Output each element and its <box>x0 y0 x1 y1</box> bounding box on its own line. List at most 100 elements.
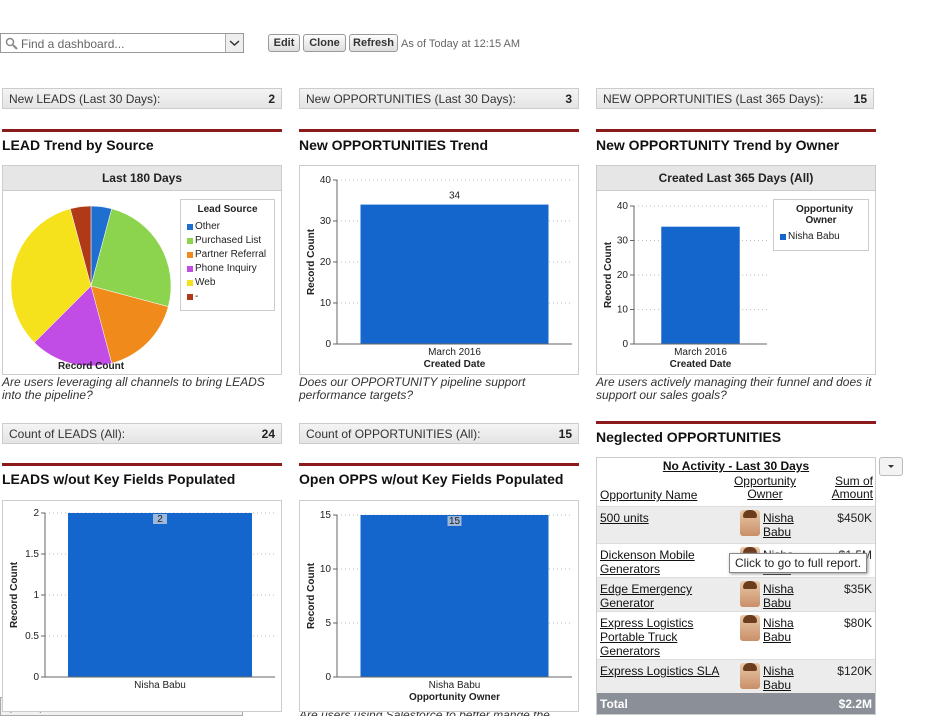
metric: Count of LEADS (All): 24 <box>2 423 282 444</box>
opportunity-link[interactable]: Express Logistics SLA <box>600 664 720 678</box>
table-menu-button[interactable] <box>879 457 903 476</box>
pie-label: Record Count <box>58 361 125 372</box>
owner-avatar <box>740 663 760 689</box>
legend-swatch <box>187 252 193 258</box>
y-axis-label: Record Count <box>603 241 614 308</box>
chart-box: Record Count Last 180 Days Lead Source Othe… <box>2 165 282 375</box>
amount: $120K <box>837 664 872 678</box>
chart-subtitle: Created Last 365 Days (All) <box>597 166 875 191</box>
legend: Opportunity Owner Nisha Babu <box>773 199 869 251</box>
bar <box>360 204 549 344</box>
owner-link[interactable]: Nisha Babu <box>763 511 794 539</box>
y-axis-label: Record Count <box>9 561 20 628</box>
x-tick-label: March 2016 <box>674 347 727 358</box>
y-tick-label: 10 <box>320 298 332 309</box>
caption: Are users actively managing their funnel… <box>596 375 872 402</box>
caption: Are users using Salesforce to better man… <box>299 709 550 716</box>
opportunity-link[interactable]: Edge Emergency Generator <box>600 582 693 610</box>
y-tick-label: 2 <box>33 508 39 519</box>
owner-avatar <box>740 615 760 641</box>
opportunity-link[interactable]: 500 units <box>600 511 649 525</box>
metric: NEW OPPORTUNITIES (Last 365 Days): 15 <box>596 88 874 109</box>
owner-link[interactable]: Nisha Babu <box>763 582 794 610</box>
y-tick-label: 1 <box>33 590 39 601</box>
table-row: Express Logistics Portable Truck Generat… <box>597 611 875 658</box>
pie-slice <box>34 285 113 367</box>
x-axis-label: Created Date <box>424 359 486 370</box>
component-title: LEAD Trend by Source <box>2 137 154 153</box>
legend-item: Nisha Babu <box>774 230 868 244</box>
y-axis-label: Record Count <box>306 562 317 629</box>
legend-item: Web <box>181 276 274 290</box>
metric-value: 24 <box>261 427 275 441</box>
chart-subtitle: Last 180 Days <box>3 166 281 191</box>
amount: $450K <box>837 511 872 525</box>
table-row: Edge Emergency Generator Nisha Babu $35K <box>597 577 875 612</box>
search-dropdown[interactable] <box>225 34 243 52</box>
metric-value: 2 <box>268 92 275 106</box>
opportunity-link[interactable]: Express Logistics Portable Truck Generat… <box>600 616 694 658</box>
metric: New LEADS (Last 30 Days): 2 <box>2 88 282 109</box>
y-tick-label: 30 <box>320 216 332 227</box>
search-box[interactable]: Find a dashboard... <box>0 33 244 53</box>
component-title: Open OPPS w/out Key Fields Populated <box>299 471 564 487</box>
amount: $80K <box>843 616 872 630</box>
tooltip: Click to go to full report. <box>729 553 868 573</box>
edit-button[interactable]: Edit <box>268 34 300 52</box>
column-header: Opportunity Name <box>600 488 698 502</box>
y-tick-label: 40 <box>320 175 332 186</box>
clone-button[interactable]: Clone <box>303 34 346 52</box>
chart: 0 5 10 15 Nisha Babu 15 Opportunity Owner Recor… <box>306 510 572 703</box>
legend-swatch <box>187 238 193 244</box>
component-title: Neglected OPPORTUNITIES <box>596 429 782 445</box>
owner-link[interactable]: Nisha Babu <box>763 616 794 644</box>
x-axis-label: Opportunity Owner <box>409 692 500 703</box>
data-label-bg <box>447 516 462 526</box>
total-row: Total $2.2M <box>597 693 875 714</box>
x-tick-label: Nisha Babu <box>429 680 481 691</box>
owner-link[interactable]: Nisha Babu <box>763 664 794 692</box>
metric: New OPPORTUNITIES (Last 30 Days): 3 <box>299 88 579 109</box>
data-label: 15 <box>449 516 461 527</box>
pie-slice <box>90 285 169 364</box>
opportunity-link[interactable]: Dickenson Mobile Generators <box>600 548 695 576</box>
legend-swatch <box>187 266 193 272</box>
data-label-bg <box>153 514 167 524</box>
neglected-table: No Activity - Last 30 Days Opportunity Na… <box>596 457 876 715</box>
metric-value: 3 <box>565 92 572 106</box>
legend-swatch <box>187 224 193 230</box>
y-tick-label: 1.5 <box>25 549 39 560</box>
component-header: Neglected OPPORTUNITIES <box>596 421 876 451</box>
component-header: LEADS w/out Key Fields Populated <box>2 463 282 493</box>
y-tick-label: 20 <box>617 270 629 281</box>
search-placeholder: Find a dashboard... <box>21 37 125 51</box>
caption: Are users leveraging all channels to bri… <box>2 375 265 402</box>
legend-swatch <box>187 280 193 286</box>
chart: 0 0.5 1 1.5 2 Nisha Babu 2 Record Count <box>9 508 275 691</box>
chart-box: 0 10 20 30 40 March 2016 Created Date Record Co… <box>596 165 876 375</box>
component-title: New OPPORTUNITIES Trend <box>299 137 489 153</box>
component-header: New OPPORTUNITIES Trend <box>299 129 579 159</box>
pie-slice <box>90 208 172 308</box>
legend-item: Other <box>181 220 274 234</box>
metric-label: Count of LEADS (All): <box>9 427 126 441</box>
legend-item: Partner Referral <box>181 248 274 262</box>
chart-box: 0 10 20 30 40 March 2016 34 Created Date Record … <box>299 165 579 375</box>
y-tick-label: 0 <box>325 672 331 683</box>
refresh-button[interactable]: Refresh <box>349 34 398 52</box>
caption: Does our OPPORTUNITY pipeline support pe… <box>299 375 526 402</box>
metric-label: New OPPORTUNITIES (Last 30 Days): <box>306 92 516 106</box>
y-tick-label: 10 <box>320 564 332 575</box>
metric-label: New LEADS (Last 30 Days): <box>9 92 161 106</box>
legend-title: Opportunity Owner <box>796 204 854 226</box>
y-axis-label: Record Count <box>306 228 317 295</box>
y-tick-label: 20 <box>320 257 332 268</box>
component-title: LEADS w/out Key Fields Populated <box>2 471 236 487</box>
column-header: Opportunity Owner <box>733 474 797 501</box>
y-tick-label: 0 <box>325 339 331 350</box>
total-amount: $2.2M <box>838 697 872 711</box>
chart: 0 10 20 30 40 March 2016 34 Created Date Record … <box>306 175 572 370</box>
component-title: New OPPORTUNITY Trend by Owner <box>596 137 840 153</box>
